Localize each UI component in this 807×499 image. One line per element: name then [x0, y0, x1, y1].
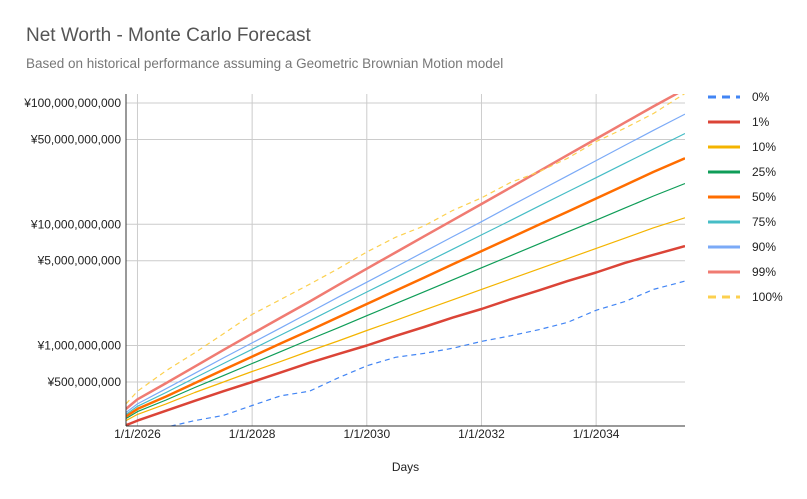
axes: ¥500,000,000 ¥1,000,000,000 ¥5,000,000,000…	[23, 94, 685, 474]
legend-label: 50%	[752, 190, 776, 204]
series-line-50pct	[126, 157, 685, 418]
legend-label: 100%	[752, 290, 783, 304]
series-line-25pct	[126, 182, 685, 420]
chart-title: Net Worth - Monte Carlo Forecast	[26, 25, 311, 46]
y-tick-label: ¥10,000,000,000	[30, 217, 121, 231]
x-axis-title: Days	[392, 460, 419, 474]
y-tick-label: ¥5,000,000,000	[37, 254, 122, 268]
series-line-1pct	[126, 244, 685, 426]
x-tick-label: 1/1/2032	[458, 427, 505, 441]
series-line-99pct	[126, 94, 679, 410]
legend-label: 1%	[752, 115, 770, 129]
y-tick-label: ¥100,000,000,000	[23, 96, 121, 110]
series-line-10pct	[126, 217, 685, 422]
series-line-100pct	[126, 94, 685, 405]
series-line-0pct	[168, 280, 685, 426]
legend-label: 75%	[752, 215, 776, 229]
legend-label: 0%	[752, 90, 770, 104]
y-tick-label: ¥50,000,000,000	[30, 132, 121, 146]
x-tick-label: 1/1/2030	[343, 427, 390, 441]
series-line-75pct	[126, 132, 685, 415]
legend-label: 10%	[752, 140, 776, 154]
legend-label: 25%	[752, 165, 776, 179]
legend-label: 99%	[752, 265, 776, 279]
y-tick-label: ¥500,000,000	[47, 375, 122, 389]
grid	[126, 94, 685, 426]
x-tick-label: 1/1/2028	[229, 427, 276, 441]
x-tick-label: 1/1/2026	[114, 427, 161, 441]
legend: 0% 1% 10% 25% 50% 75% 90% 99% 100%	[708, 90, 783, 304]
series-lines	[126, 94, 685, 426]
y-tick-label: ¥1,000,000,000	[37, 339, 122, 353]
chart-subtitle: Based on historical performance assuming…	[26, 56, 504, 71]
legend-label: 90%	[752, 240, 776, 254]
x-tick-label: 1/1/2034	[573, 427, 620, 441]
series-line-90pct	[126, 113, 685, 413]
